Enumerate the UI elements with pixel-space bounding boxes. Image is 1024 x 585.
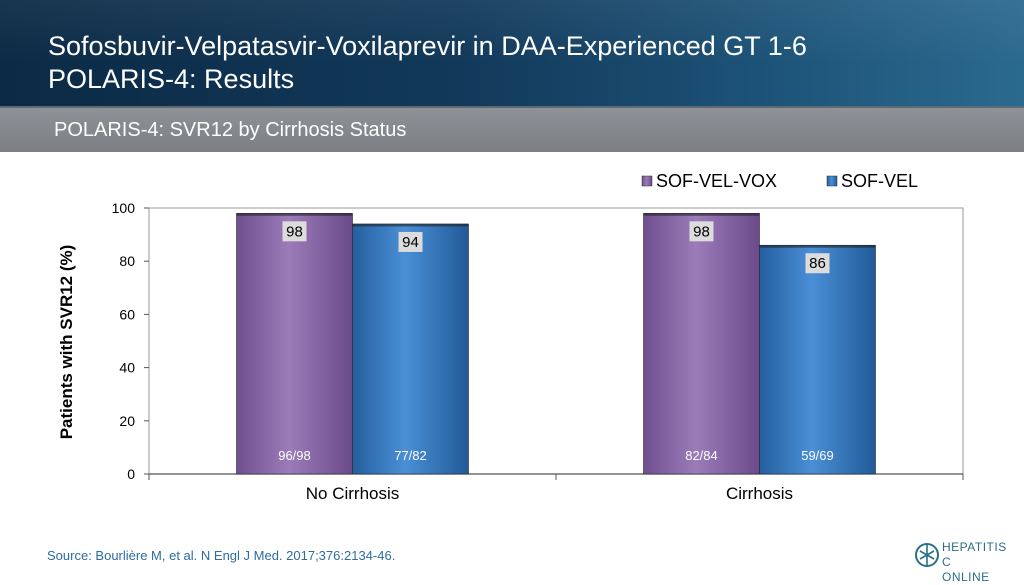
legend-label: SOF-VEL-VOX (656, 171, 777, 191)
legend-swatch (641, 175, 653, 187)
value-label-box (689, 221, 714, 242)
count-label: 96/98 (278, 448, 311, 463)
slide-title-line1: Sofosbuvir-Velpatasvir-Voxilaprevir in D… (48, 31, 807, 61)
logo-line1: HEPATITIS C (942, 540, 1007, 569)
y-tick-label: 60 (119, 306, 135, 322)
source-citation: Source: Bourlière M, et al. N Engl J Med… (47, 548, 396, 563)
section-bar: POLARIS-4: SVR12 by Cirrhosis Status (0, 106, 1024, 152)
y-tick-label: 80 (119, 253, 135, 269)
y-tick-label: 100 (112, 200, 136, 216)
legend-label: SOF-VEL (841, 171, 918, 191)
bar-top-edge (236, 213, 353, 216)
bar (352, 223, 469, 475)
section-title: POLARIS-4: SVR12 by Cirrhosis Status (54, 119, 407, 141)
y-tick-label: 20 (119, 413, 135, 429)
logo-text: HEPATITIS C ONLINE (942, 540, 1016, 585)
y-axis-label: Patients with SVR12 (%) (57, 245, 76, 440)
bar (236, 213, 353, 475)
count-label: 59/69 (801, 448, 834, 463)
legend-swatch (826, 175, 838, 187)
logo-line2: ONLINE (942, 570, 990, 584)
svr12-bar-chart: 0 20 40 60 80 100 98 96/98 94 77/82 No Cirrhosis 98… (57, 171, 964, 503)
slide-header: Sofosbuvir-Velpatasvir-Voxilaprevir in D… (0, 0, 1024, 106)
count-label: 82/84 (685, 448, 718, 463)
bar (759, 244, 876, 475)
bar-top-edge (352, 223, 469, 227)
bar (643, 213, 760, 475)
value-label: 98 (693, 223, 710, 240)
value-label: 86 (809, 255, 826, 272)
y-tick-label: 40 (119, 360, 135, 376)
slide-title: Sofosbuvir-Velpatasvir-Voxilaprevir in D… (48, 30, 807, 96)
category-label: Cirrhosis (726, 484, 793, 503)
value-label: 94 (402, 234, 419, 251)
slide-title-line2: POLARIS-4: Results (48, 64, 295, 94)
hepatitis-c-online-logo-icon (915, 543, 939, 567)
category-label: No Cirrhosis (306, 484, 400, 503)
header-shine (0, 0, 1024, 106)
y-tick-label: 0 (127, 466, 135, 482)
value-label: 98 (286, 223, 303, 240)
value-label-box (805, 253, 830, 274)
count-label: 77/82 (394, 448, 427, 463)
bar-top-edge (759, 245, 876, 248)
hepatitis-c-online-logo: HEPATITIS C ONLINE (912, 540, 1016, 584)
bar-top-edge (643, 213, 760, 216)
value-label-box (398, 231, 423, 252)
value-label-box (282, 221, 307, 242)
